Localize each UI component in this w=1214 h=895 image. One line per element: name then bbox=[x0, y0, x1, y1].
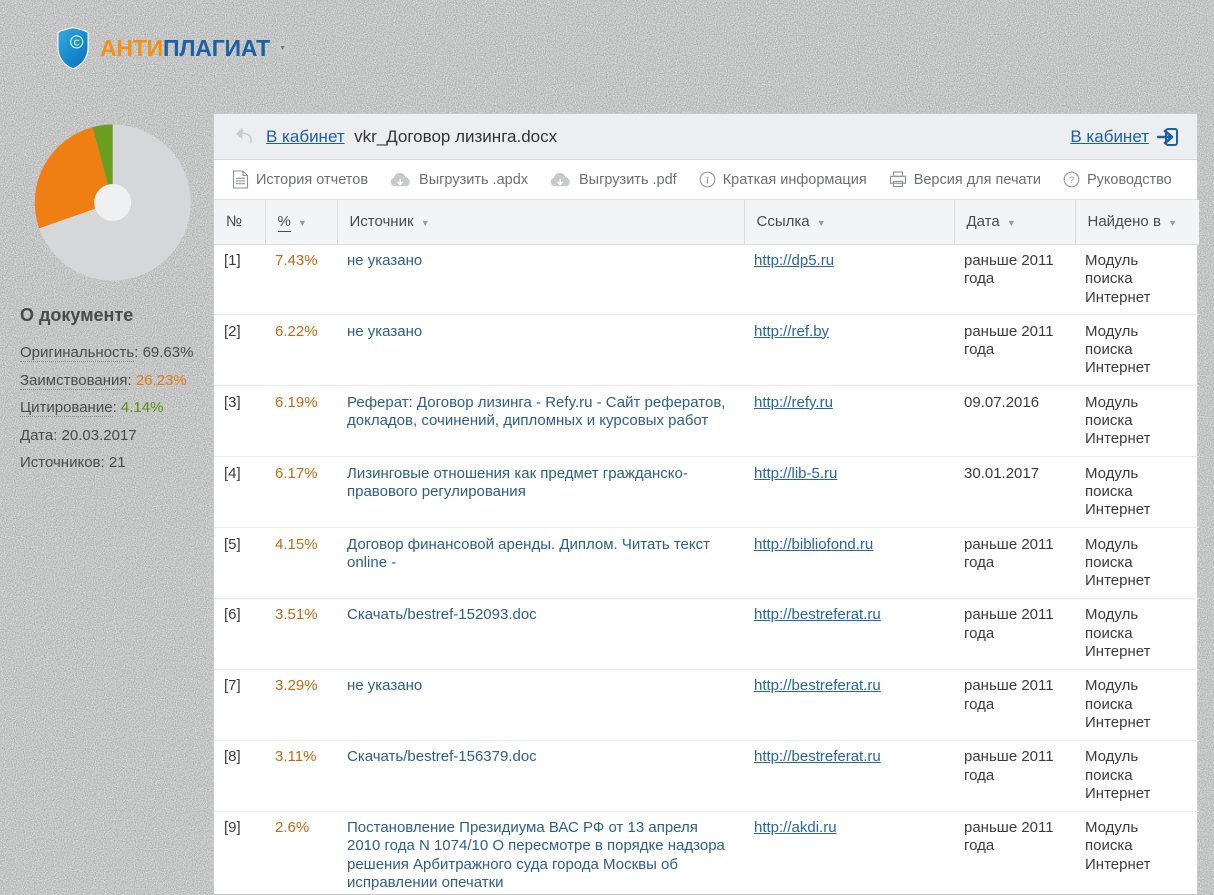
svg-text:?: ? bbox=[1069, 175, 1074, 185]
